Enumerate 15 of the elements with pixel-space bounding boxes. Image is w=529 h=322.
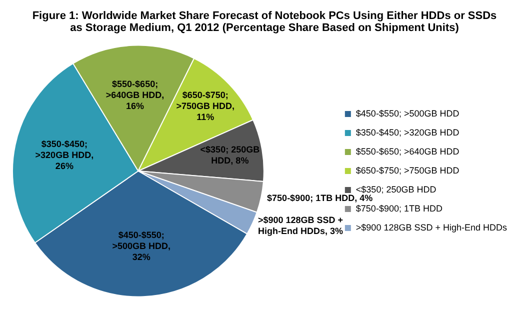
data-label: $650-$750; >750GB HDD, 11% <box>176 90 234 122</box>
data-label: $550-$650; >640GB HDD, 16% <box>106 79 164 112</box>
legend-label: $350-$450; >320GB HDD <box>356 127 460 138</box>
data-label: $350-$450; >320GB HDD, 26% <box>35 138 94 171</box>
legend-label: $650-$750; >750GB HDD <box>356 165 460 176</box>
legend-label: >$900 128GB SSD + High-End HDDs <box>356 222 508 232</box>
data-label: >$900 128GB SSD + High-End HDDs, 3% <box>258 214 344 236</box>
data-label: $450-$550; >500GB HDD, 32% <box>112 230 171 262</box>
legend-label: $750-$900; 1TB HDD <box>356 203 443 214</box>
data-label: $750-$900; 1TB HDD, 4% <box>267 192 373 203</box>
legend-label: $450-$550; >500GB HDD <box>356 108 460 118</box>
legend-label: $550-$650; >640GB HDD <box>356 146 460 156</box>
data-label: <$350; 250GB HDD, 8% <box>200 144 260 166</box>
chart-title: Figure 1: Worldwide Market Share Forecast of Notebook PCs Using Either HDDs or SSDs as Storage Medium, Q1 2012 (Percentage Share Based on Shipment Units) <box>31 9 498 36</box>
legend-label: <$350; 250GB HDD <box>356 184 437 194</box>
